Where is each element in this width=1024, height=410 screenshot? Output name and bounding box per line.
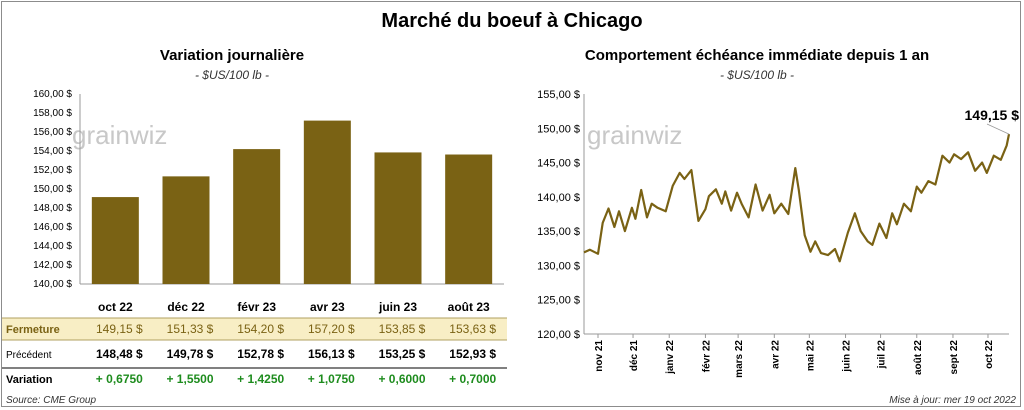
bar [445, 154, 493, 284]
table-cell: + 1,0750 [308, 372, 355, 386]
category-label: août 23 [448, 300, 490, 314]
y-tick-label: 140,00 $ [33, 279, 72, 290]
bar [91, 197, 139, 284]
table-cell: + 0,6750 [96, 372, 143, 386]
x-tick-label: juin 22 [842, 340, 853, 373]
x-tick-label: août 22 [913, 340, 924, 375]
y-tick-label: 125,00 $ [537, 295, 580, 307]
closing-row-bg [2, 318, 507, 340]
y-tick-label: 148,00 $ [33, 203, 72, 214]
y-tick-label: 155,00 $ [537, 89, 580, 101]
table-cell: 149,78 $ [167, 347, 214, 361]
table-cell: + 0,7000 [449, 372, 496, 386]
x-tick-label: oct 22 [984, 340, 995, 369]
table-cell: 153,85 $ [379, 322, 426, 336]
page-title: Marché du boeuf à Chicago [381, 10, 643, 32]
price-line [583, 133, 1011, 263]
table-row-label: Variation [6, 374, 53, 386]
bar [303, 120, 351, 284]
x-tick-label: nov 21 [594, 340, 605, 372]
table-cell: 152,78 $ [237, 347, 284, 361]
left-chart-title: Variation journalière [159, 47, 305, 64]
y-tick-label: 154,00 $ [33, 146, 72, 157]
table-cell: 151,33 $ [167, 322, 214, 336]
table-cell: + 0,6000 [378, 372, 425, 386]
table-cell: + 1,5500 [166, 372, 213, 386]
bar [374, 152, 422, 284]
x-tick-label: janv 22 [665, 340, 676, 375]
right-line-chart: grainwiz 120,00 $ 125,00 $ 130,00 $ 135,00 $… [537, 89, 1020, 378]
y-tick-label: 135,00 $ [537, 226, 580, 238]
y-tick-label: 120,00 $ [537, 329, 580, 341]
table-cell: 153,25 $ [379, 347, 426, 361]
left-bar-chart: grainwiz 140,00 $ 142,00 $ 144,00 $ 146,00 $… [2, 89, 507, 386]
x-tick-label: déc 21 [629, 340, 640, 372]
y-tick-label: 152,00 $ [33, 165, 72, 176]
right-chart-title: Comportement échéance immédiate depuis 1… [584, 47, 930, 64]
y-tick-label: 150,00 $ [33, 184, 72, 195]
watermark-logo: grainwiz [587, 120, 682, 150]
x-tick-label: mars 22 [734, 340, 745, 378]
right-chart-unit: - $US/100 lb - [719, 68, 795, 82]
table-cell: 153,63 $ [449, 322, 496, 336]
source-note: Source: CME Group [6, 395, 97, 406]
x-tick-label: mai 22 [805, 340, 816, 372]
table-cell: 152,93 $ [449, 347, 496, 361]
table-row-label: Fermeture [6, 324, 60, 336]
bar [162, 176, 210, 284]
category-label: févr 23 [237, 300, 276, 314]
table-cell: + 1,4250 [237, 372, 284, 386]
y-tick-label: 158,00 $ [33, 108, 72, 119]
y-tick-label: 146,00 $ [33, 222, 72, 233]
table-row-label: Précédent [6, 350, 52, 361]
y-tick-label: 145,00 $ [537, 158, 580, 170]
category-label: déc 22 [167, 300, 205, 314]
y-tick-label: 156,00 $ [33, 127, 72, 138]
category-label: oct 22 [98, 300, 133, 314]
table-cell: 149,15 $ [96, 322, 143, 336]
table-cell: 154,20 $ [237, 322, 284, 336]
table-cell: 157,20 $ [308, 322, 355, 336]
update-note: Mise à jour: mer 19 oct 2022 [889, 395, 1016, 406]
category-label: juin 23 [378, 300, 417, 314]
y-tick-label: 150,00 $ [537, 123, 580, 135]
watermark-logo: grainwiz [72, 120, 167, 150]
y-tick-label: 130,00 $ [537, 260, 580, 272]
x-tick-label: avr 22 [770, 340, 781, 369]
x-tick-label: févr 22 [701, 340, 712, 373]
y-tick-label: 140,00 $ [537, 192, 580, 204]
left-chart-unit: - $US/100 lb - [194, 68, 270, 82]
last-value-leader [986, 123, 1010, 135]
y-tick-label: 142,00 $ [33, 260, 72, 271]
y-tick-label: 144,00 $ [33, 241, 72, 252]
bar [233, 149, 281, 284]
category-label: avr 23 [310, 300, 345, 314]
x-tick-label: juil 22 [877, 340, 888, 370]
table-cell: 156,13 $ [308, 347, 355, 361]
x-tick-label: sept 22 [949, 340, 960, 375]
last-value-label: 149,15 $ [965, 107, 1020, 123]
table-cell: 148,48 $ [96, 347, 143, 361]
y-tick-label: 160,00 $ [33, 89, 72, 100]
